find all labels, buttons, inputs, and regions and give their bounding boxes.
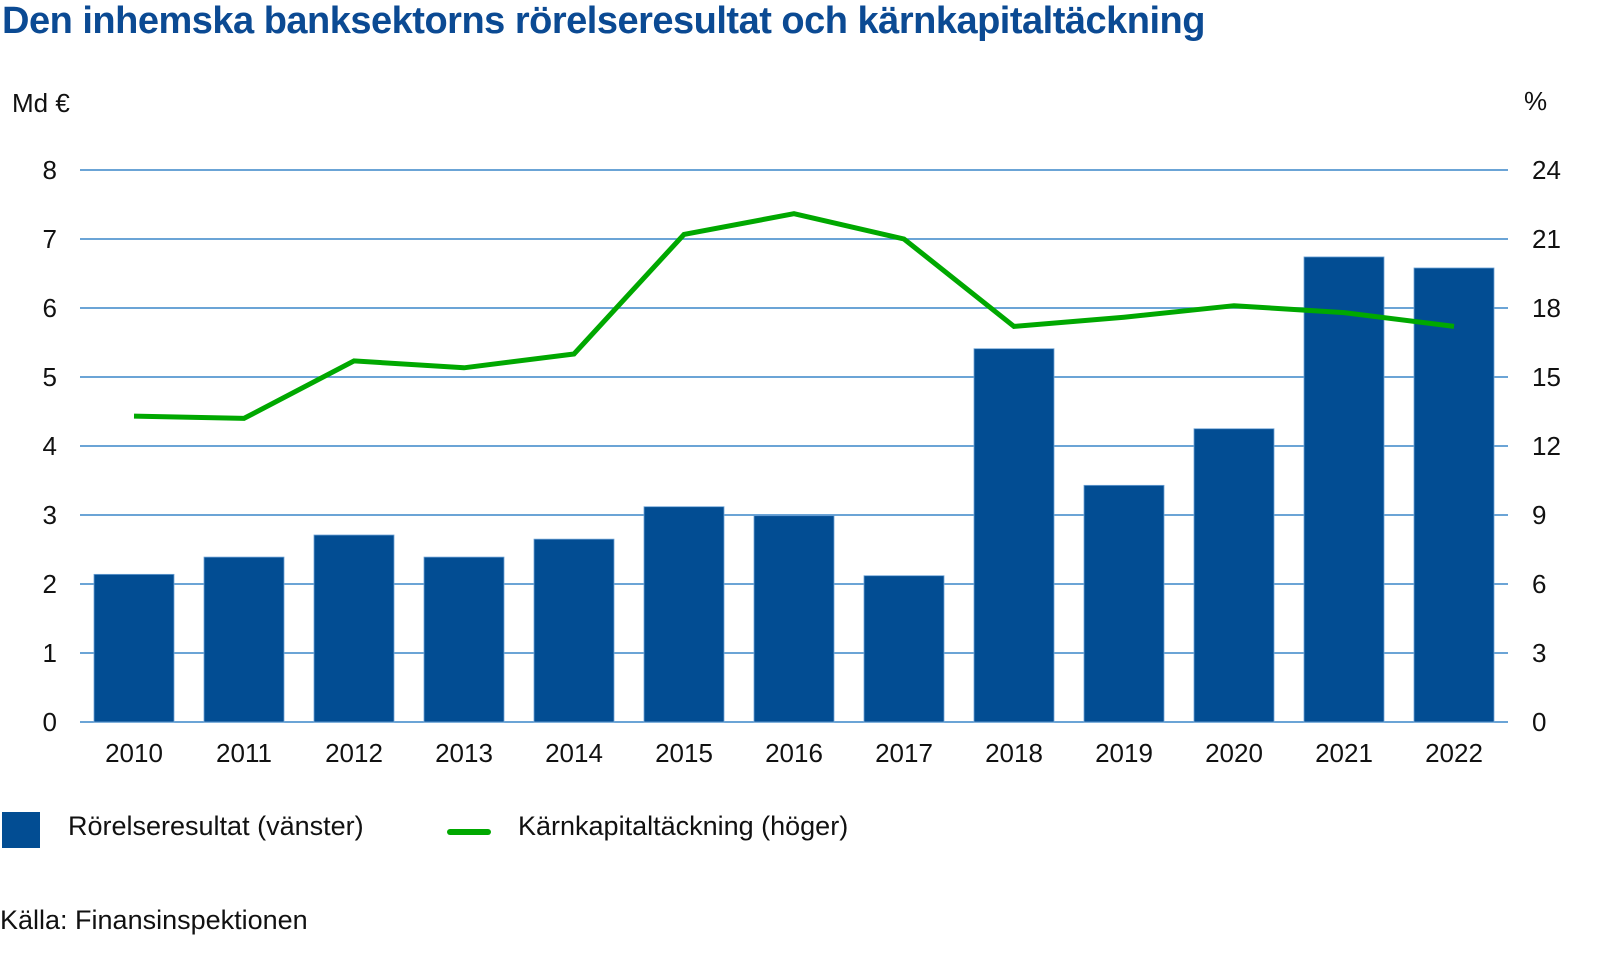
core-capital-line	[133, 211, 1455, 421]
bar-2014	[533, 538, 615, 723]
bar-2016	[753, 515, 835, 723]
bar-2019	[1083, 484, 1165, 723]
bar-2013	[423, 556, 505, 723]
left-tick-label: 7	[43, 224, 57, 254]
x-tick-label: 2021	[1315, 738, 1373, 768]
left-tick-label: 8	[43, 155, 57, 185]
right-axis-tick-labels: 0 3 6 9 12 15 18 21 24	[1532, 155, 1561, 737]
x-tick-label: 2010	[105, 738, 163, 768]
x-tick-label: 2016	[765, 738, 823, 768]
x-tick-label: 2011	[216, 738, 272, 768]
bar-2011	[203, 556, 285, 723]
bar-2015	[643, 506, 725, 723]
bar-2020	[1193, 428, 1275, 723]
x-tick-label: 2013	[435, 738, 493, 768]
left-tick-label: 5	[43, 362, 57, 392]
bar-2010	[93, 573, 175, 723]
source-note: Källa: Finansinspektionen	[0, 905, 308, 935]
bar-2018	[973, 348, 1055, 723]
bar-2022	[1413, 267, 1495, 723]
legend-line-label: Kärnkapitaltäckning (höger)	[518, 811, 849, 841]
x-tick-label: 2019	[1095, 738, 1153, 768]
right-tick-label: 6	[1532, 569, 1546, 599]
bar-2012	[313, 534, 395, 723]
right-tick-label: 15	[1532, 362, 1561, 392]
right-tick-label: 24	[1532, 155, 1561, 185]
x-tick-label: 2020	[1205, 738, 1263, 768]
right-axis-unit: %	[1524, 86, 1548, 116]
x-tick-label: 2012	[325, 738, 383, 768]
left-tick-label: 4	[43, 431, 57, 461]
left-tick-label: 0	[43, 707, 57, 737]
right-tick-label: 9	[1532, 500, 1546, 530]
bar-series-operating-result	[93, 256, 1495, 723]
legend-line-swatch-icon	[447, 829, 491, 835]
left-tick-label: 3	[43, 500, 57, 530]
x-tick-label: 2018	[985, 738, 1043, 768]
right-tick-label: 3	[1532, 638, 1546, 668]
left-tick-label: 6	[43, 293, 57, 323]
left-axis-unit: Md €	[12, 88, 70, 118]
x-tick-label: 2022	[1425, 738, 1483, 768]
right-tick-label: 18	[1532, 293, 1561, 323]
right-tick-label: 0	[1532, 707, 1546, 737]
x-tick-label: 2014	[545, 738, 603, 768]
bar-2021	[1303, 256, 1385, 723]
left-tick-label: 1	[43, 638, 57, 668]
right-tick-label: 21	[1532, 224, 1561, 254]
legend-bar-label: Rörelseresultat (vänster)	[68, 811, 364, 841]
left-tick-label: 2	[43, 569, 57, 599]
x-tick-label: 2015	[655, 738, 713, 768]
x-tick-label: 2017	[875, 738, 933, 768]
line-series-core-capital-ratio	[133, 211, 1455, 421]
left-axis-tick-labels: 0 1 2 3 4 5 6 7 8	[43, 155, 57, 737]
right-tick-label: 12	[1532, 431, 1561, 461]
chart-title: Den inhemska banksektorns rörelseresulta…	[2, 0, 1205, 42]
legend-bar-swatch-icon	[2, 812, 40, 848]
bar-2017	[863, 575, 945, 723]
x-axis-tick-labels: 2010 2011 2012 2013 2014 2015 2016 2017 2018 2019…	[105, 738, 1483, 768]
